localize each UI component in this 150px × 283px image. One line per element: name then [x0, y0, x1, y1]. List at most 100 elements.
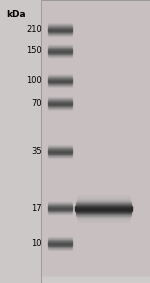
Bar — [48, 56, 72, 57]
Bar — [48, 99, 72, 100]
Bar — [48, 147, 72, 148]
Bar — [40, 277, 150, 280]
Bar — [48, 31, 72, 32]
Bar — [48, 153, 72, 154]
Bar — [40, 280, 150, 283]
Bar — [40, 278, 150, 281]
Bar — [77, 216, 130, 217]
Bar — [40, 278, 150, 281]
Bar — [48, 48, 72, 49]
Bar — [48, 247, 72, 248]
Bar — [48, 29, 72, 30]
Bar — [75, 210, 132, 211]
Bar — [48, 240, 72, 241]
Bar — [48, 75, 72, 76]
Bar — [48, 202, 72, 203]
Bar — [48, 55, 72, 56]
Bar — [48, 243, 72, 244]
Bar — [40, 280, 150, 283]
Bar — [40, 280, 150, 282]
Bar — [40, 278, 150, 281]
Bar — [40, 280, 150, 283]
Bar — [48, 84, 72, 85]
Bar — [48, 205, 72, 206]
Bar — [48, 85, 72, 86]
Bar — [48, 155, 72, 156]
Bar — [48, 249, 72, 250]
Bar — [40, 278, 150, 281]
Bar — [77, 200, 130, 201]
Bar — [76, 213, 131, 214]
Bar — [48, 213, 72, 214]
Bar — [78, 197, 129, 198]
Bar — [40, 279, 150, 282]
Bar — [76, 205, 131, 206]
Bar — [48, 46, 72, 47]
Bar — [48, 242, 72, 243]
Text: 70: 70 — [31, 99, 42, 108]
Bar — [40, 278, 150, 280]
Text: 100: 100 — [26, 76, 42, 85]
Bar — [48, 25, 72, 26]
Bar — [48, 82, 72, 83]
Bar — [40, 278, 150, 281]
Bar — [40, 278, 150, 281]
Bar — [40, 279, 150, 282]
Bar — [48, 204, 72, 205]
Bar — [48, 106, 72, 107]
Bar — [40, 278, 150, 281]
Text: 17: 17 — [31, 203, 42, 213]
Bar — [40, 278, 150, 281]
Bar — [76, 215, 130, 216]
Bar — [40, 279, 150, 282]
Bar — [40, 280, 150, 282]
Bar — [40, 280, 150, 282]
Bar — [40, 0, 150, 283]
Bar — [40, 278, 150, 281]
Bar — [40, 278, 150, 280]
Bar — [48, 44, 72, 45]
Text: kDa: kDa — [6, 10, 26, 19]
Bar — [48, 76, 72, 77]
Bar — [48, 77, 72, 78]
Bar — [48, 149, 72, 150]
Bar — [40, 278, 150, 280]
Bar — [48, 45, 72, 46]
Bar — [48, 148, 72, 149]
Bar — [48, 203, 72, 204]
Bar — [40, 279, 150, 282]
Bar — [40, 278, 150, 280]
Bar — [48, 24, 72, 25]
Bar — [48, 212, 72, 213]
Bar — [40, 278, 150, 281]
Bar — [76, 211, 131, 212]
Bar — [40, 279, 150, 282]
Bar — [48, 210, 72, 211]
Bar — [40, 278, 150, 281]
Bar — [40, 280, 150, 282]
Bar — [40, 278, 150, 281]
Bar — [48, 146, 72, 147]
Bar — [77, 198, 130, 199]
Bar — [0, 0, 40, 283]
Bar — [78, 195, 129, 196]
Bar — [40, 278, 150, 280]
Bar — [76, 206, 131, 207]
Bar — [40, 277, 150, 280]
Text: 150: 150 — [26, 46, 42, 55]
Bar — [76, 203, 131, 204]
Bar — [40, 280, 150, 283]
Bar — [40, 277, 150, 280]
Bar — [40, 278, 150, 281]
Bar — [40, 280, 150, 283]
Bar — [40, 278, 150, 281]
Bar — [40, 278, 150, 281]
Bar — [48, 26, 72, 27]
Bar — [48, 109, 72, 110]
Bar — [40, 279, 150, 282]
Bar — [48, 27, 72, 28]
Bar — [78, 196, 129, 197]
Bar — [40, 279, 150, 282]
Bar — [40, 278, 150, 281]
Bar — [48, 154, 72, 155]
